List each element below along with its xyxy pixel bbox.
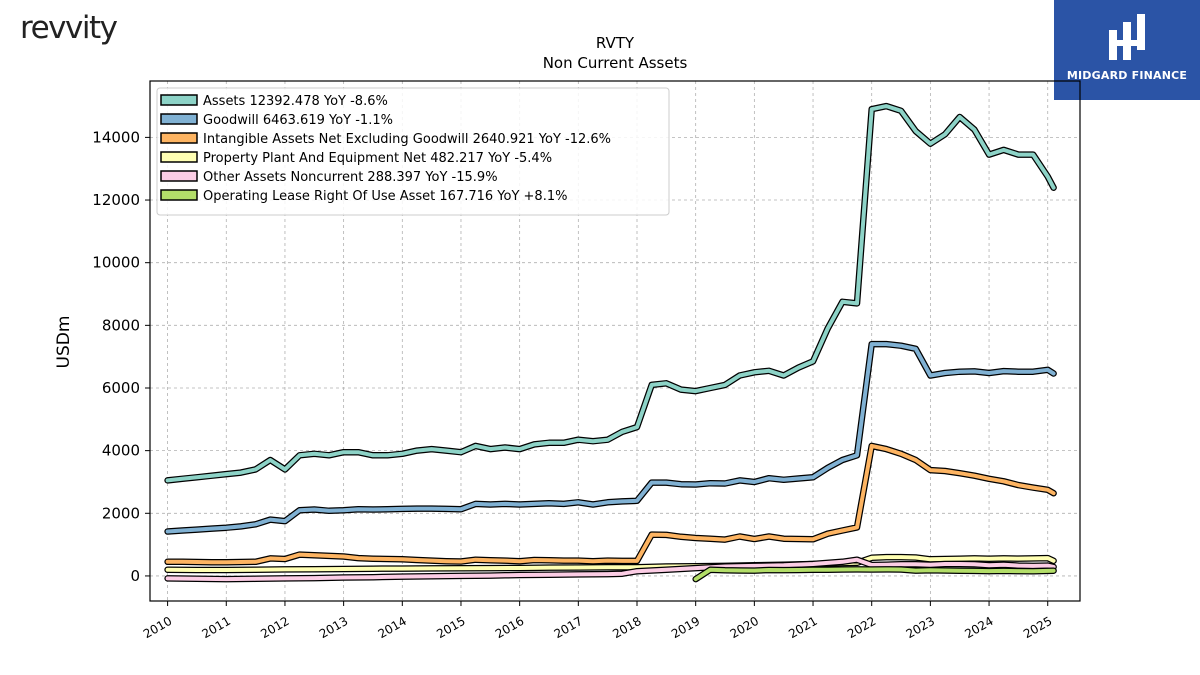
legend-box <box>156 87 670 216</box>
y-tick-label: 14000 <box>92 128 140 146</box>
x-tick-label: 2018 <box>610 614 643 641</box>
y-tick-label: 6000 <box>102 379 140 397</box>
series-line <box>693 567 1056 582</box>
legend-swatch <box>160 189 198 201</box>
legend-entry: Goodwill 6463.619 YoY -1.1% <box>203 113 393 128</box>
series-layer <box>164 102 1057 583</box>
series-line <box>165 443 1056 565</box>
x-tick-label: 2023 <box>904 614 937 641</box>
y-tick-label: 8000 <box>102 316 140 334</box>
legend-swatch <box>160 94 198 106</box>
legend-swatch <box>160 113 198 125</box>
legend: Assets 12392.478 YoY -8.6% Goodwill 6463.… <box>156 87 670 216</box>
legend-entry: Other Assets Noncurrent 288.397 YoY -15.… <box>203 170 498 185</box>
legend-entry: Intangible Assets Net Excluding Goodwill… <box>203 132 611 147</box>
x-tick-label: 2014 <box>376 614 409 641</box>
brand-mark-icon <box>1054 8 1200 72</box>
x-tick-label: 2020 <box>728 614 761 641</box>
x-tick-label: 2025 <box>1021 614 1054 641</box>
x-tick-label: 2022 <box>845 614 878 641</box>
x-tick-label: 2013 <box>317 614 350 641</box>
legend-entry: Assets 12392.478 YoY -8.6% <box>203 94 388 109</box>
legend-swatch <box>160 132 198 144</box>
company-logo: revvity <box>20 10 118 46</box>
x-tick-label: 2012 <box>258 614 291 641</box>
y-axis-label: USDm <box>54 316 74 369</box>
y-tick-label: 0 <box>130 567 140 585</box>
series-line <box>165 342 1056 534</box>
x-tick-label: 2021 <box>786 614 819 641</box>
chart-subtitle: Non Current Assets <box>543 54 688 72</box>
x-tick-label: 2010 <box>141 614 174 641</box>
y-tick-label: 12000 <box>92 191 140 209</box>
x-tick-label: 2011 <box>200 614 233 641</box>
legend-entry: Property Plant And Equipment Net 482.217… <box>203 151 552 166</box>
legend-swatch <box>160 151 198 163</box>
plot-frame <box>149 80 1081 602</box>
brand-name: MIDGARD FINANCE <box>1066 69 1188 82</box>
legend-entry: Operating Lease Right Of Use Asset 167.7… <box>203 189 567 204</box>
y-tick-label: 2000 <box>102 504 140 522</box>
series-line <box>165 104 1056 483</box>
x-tick-label: 2015 <box>434 614 467 641</box>
x-tick-label: 2019 <box>669 614 702 641</box>
brand-badge: MIDGARD FINANCE <box>1054 0 1200 100</box>
x-tick-label: 2016 <box>493 614 526 641</box>
x-tick-label: 2024 <box>962 614 995 641</box>
legend-swatch <box>160 170 198 182</box>
x-tick-label: 2017 <box>552 614 585 641</box>
y-tick-label: 10000 <box>92 254 140 272</box>
y-tick-label: 4000 <box>102 442 140 460</box>
series-line <box>165 557 1056 582</box>
chart-title: RVTY <box>596 34 635 52</box>
